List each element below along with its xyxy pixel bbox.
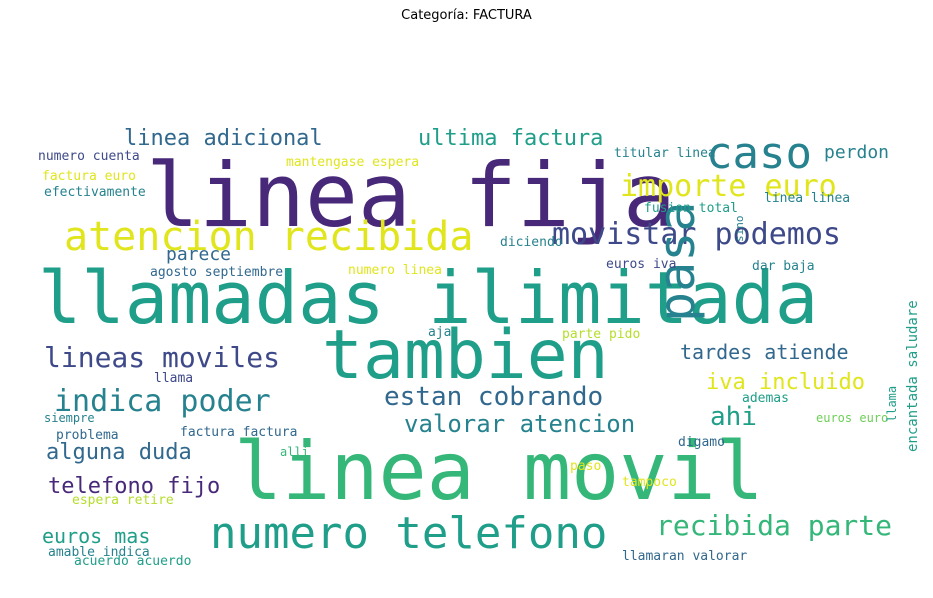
cloud-word: encantada saludare [905, 300, 918, 452]
cloud-word: aja [428, 325, 452, 340]
cloud-word: linea fija [146, 144, 676, 247]
cloud-word: alguna duda [46, 440, 192, 465]
cloud-word: sino [733, 215, 746, 243]
cloud-word: llamaran valorar [622, 549, 748, 564]
chart-title: Categoría: FACTURA [401, 8, 532, 23]
cloud-word: caso [706, 128, 812, 179]
cloud-word: linea linea [764, 191, 851, 206]
cloud-word: mantengase espera [286, 155, 420, 170]
cloud-word: espera retire [72, 493, 174, 508]
cloud-word: linea movil [234, 425, 764, 518]
cloud-word: paso [570, 459, 602, 474]
cloud-word: linea adicional [124, 126, 323, 151]
cloud-word: tardes atiende [680, 340, 849, 364]
cloud-word: diciendo [500, 235, 563, 250]
cloud-word: atencion recibida [64, 214, 474, 260]
cloud-word: numero cuenta [38, 149, 140, 164]
cloud-word: agosto septiembre [150, 265, 284, 280]
cloud-word: acuerdo acuerdo [74, 554, 192, 569]
cloud-word: alli [280, 445, 309, 459]
cloud-word: valorar atencion [404, 410, 636, 438]
cloud-word: ademas [742, 391, 789, 406]
cloud-word: iva incluido [706, 370, 865, 395]
cloud-word: factura euro [42, 169, 136, 184]
cloud-word: factura factura [180, 425, 298, 440]
cloud-word: llamadas ilimitada [38, 256, 819, 340]
cloud-word: efectivamente [44, 185, 146, 200]
cloud-word: numero telefono [210, 508, 608, 559]
cloud-word: movistar podemos [552, 217, 841, 252]
cloud-word: importe euro [620, 169, 837, 204]
cloud-word: digamo [678, 435, 725, 450]
cloud-word: euros mas [42, 524, 151, 548]
cloud-word: amable indica [48, 545, 150, 560]
cloud-word: dar baja [752, 259, 815, 274]
cloud-word: ultima factura [418, 126, 604, 151]
cloud-word: tambien [322, 316, 609, 395]
cloud-word: euros iva [606, 257, 677, 272]
cloud-word: indica poder [54, 384, 271, 419]
cloud-word: parte pido [562, 327, 641, 342]
cloud-word: llama [154, 371, 194, 386]
cloud-word: lineas moviles [44, 341, 281, 374]
cloud-word: estan cobrando [384, 382, 604, 412]
cloud-word: telefono fijo [48, 474, 221, 499]
cloud-word: recibida parte [656, 509, 893, 542]
cloud-word: problema [56, 428, 119, 443]
cloud-word: titular linea [614, 146, 716, 161]
cloud-word: perdon [824, 142, 890, 163]
word-cloud: linea fija llamadas ilimitada linea movil t… [34, 122, 918, 585]
cloud-word: euros euro [816, 411, 889, 425]
cloud-word: llama [885, 385, 899, 422]
cloud-word: tampoco [622, 475, 677, 490]
cloud-word: siempre [44, 411, 95, 425]
cloud-word: numero linea [348, 263, 442, 278]
cloud-word: ahi [710, 402, 757, 432]
cloud-word: fusion total [644, 201, 738, 216]
cloud-word: parece [166, 244, 232, 265]
